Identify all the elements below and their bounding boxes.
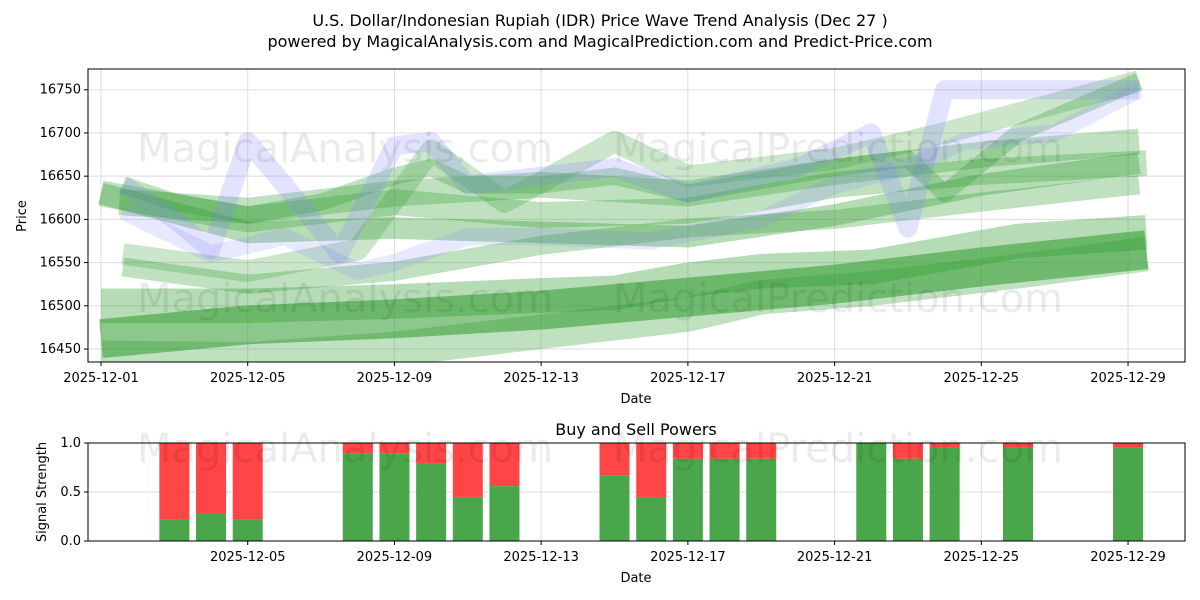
wave-band-green: [99, 230, 1149, 359]
buy-bar: [1113, 447, 1144, 541]
price-ylabel: Price: [15, 200, 30, 232]
buy-bar: [452, 496, 483, 541]
xtick-label: 2025-12-09: [357, 371, 433, 386]
sell-bar: [159, 443, 190, 520]
xtick-label: 2025-12-21: [797, 371, 873, 386]
price-xlabel: Date: [620, 392, 651, 407]
buy-bar: [856, 443, 887, 541]
plot-frame: [87, 442, 1186, 542]
xtick-label: 2025-12-21: [797, 550, 873, 565]
chart-subtitle: powered by MagicalAnalysis.com and Magic…: [267, 32, 932, 51]
wave-band-green: [121, 70, 1142, 283]
sell-bar: [892, 443, 923, 459]
ytick-label: 16500: [40, 299, 81, 314]
wave-band-green: [118, 128, 1141, 224]
wave-band-green: [120, 73, 1143, 224]
buy-bar: [342, 453, 373, 541]
wave-band-blue: [117, 80, 1140, 264]
buy-sell-xlabel: Date: [620, 571, 651, 586]
sell-bar: [1003, 443, 1033, 448]
buy-sell-title: Buy and Sell Powers: [555, 420, 717, 439]
sell-bar: [599, 443, 630, 476]
ytick-label: 0.5: [60, 485, 81, 500]
buy-bar: [232, 519, 263, 541]
buy-bar: [379, 453, 410, 541]
xtick-label: 2025-12-01: [63, 371, 139, 386]
watermark: MagicalPrediction.com: [613, 426, 1063, 472]
ytick-label: 16550: [40, 256, 81, 271]
wave-band-green: [101, 215, 1148, 324]
xtick-label: 2025-12-13: [503, 550, 579, 565]
xtick-label: 2025-12-13: [503, 371, 579, 386]
ytick-label: 16650: [40, 169, 81, 184]
sell-bar: [452, 443, 483, 497]
buy-bar: [599, 475, 630, 541]
wave-band-green: [121, 175, 1141, 294]
plot-frame: [87, 68, 1186, 363]
sell-bar: [929, 443, 960, 448]
xtick-label: 2025-12-05: [210, 371, 286, 386]
ytick-label: 16700: [40, 126, 81, 141]
buy-bar: [709, 458, 740, 541]
sell-bar: [196, 443, 227, 514]
sell-bar: [416, 443, 447, 464]
xtick-label: 2025-12-29: [1090, 550, 1166, 565]
sell-bar: [709, 443, 740, 459]
chart-title: U.S. Dollar/Indonesian Rupiah (IDR) Pric…: [312, 11, 887, 30]
watermark: MagicalPrediction.com: [613, 126, 1063, 172]
watermark: MagicalAnalysis.com: [137, 126, 553, 172]
sell-bar: [489, 443, 520, 487]
xtick-label: 2025-12-09: [357, 550, 433, 565]
buy-bar: [196, 513, 227, 541]
buy-bar: [416, 463, 447, 541]
buy-bar: [672, 458, 703, 541]
ytick-label: 16600: [40, 212, 81, 227]
wave-bands: [98, 70, 1149, 362]
buy-bar: [746, 458, 777, 541]
buy-bar: [159, 519, 190, 541]
wave-band-blue: [119, 82, 1143, 280]
sell-bar: [672, 443, 703, 459]
watermark: MagicalPrediction.com: [613, 276, 1063, 322]
wave-band-green: [100, 236, 1149, 362]
wave-band-green: [98, 152, 1141, 248]
watermark: MagicalAnalysis.com: [137, 276, 553, 322]
wave-band-green: [98, 150, 1148, 233]
ytick-label: 16750: [40, 83, 81, 98]
buy-bar: [1003, 447, 1033, 541]
sell-bar: [232, 443, 263, 520]
buy-sell-ylabel: Signal Strength: [35, 442, 50, 542]
sell-bar: [746, 443, 777, 459]
xtick-label: 2025-12-05: [210, 550, 286, 565]
buy-bar: [636, 496, 667, 541]
sell-bar: [342, 443, 373, 454]
ytick-label: 0.0: [60, 534, 81, 549]
ytick-label: 16450: [40, 342, 81, 357]
buy-bar: [489, 486, 520, 541]
xtick-label: 2025-12-17: [650, 550, 726, 565]
sell-bar: [636, 443, 667, 497]
buy-bar: [892, 458, 923, 541]
xtick-label: 2025-12-25: [944, 550, 1020, 565]
xtick-label: 2025-12-29: [1090, 371, 1166, 386]
sell-bar: [379, 443, 410, 454]
buy-bar: [929, 447, 960, 541]
price-chart: 16450 16500 16550 16600 16650 16700 16750 2025-…: [40, 68, 1186, 386]
xtick-label: 2025-12-17: [650, 371, 726, 386]
ytick-label: 1.0: [60, 436, 81, 451]
buy-sell-chart: 0.0 0.5 1.0 2025-12-05 2025-12-09 2025-12-13 2…: [60, 426, 1186, 565]
sell-bar: [1113, 443, 1144, 448]
watermark: MagicalAnalysis.com: [137, 426, 553, 472]
xtick-label: 2025-12-25: [944, 371, 1020, 386]
